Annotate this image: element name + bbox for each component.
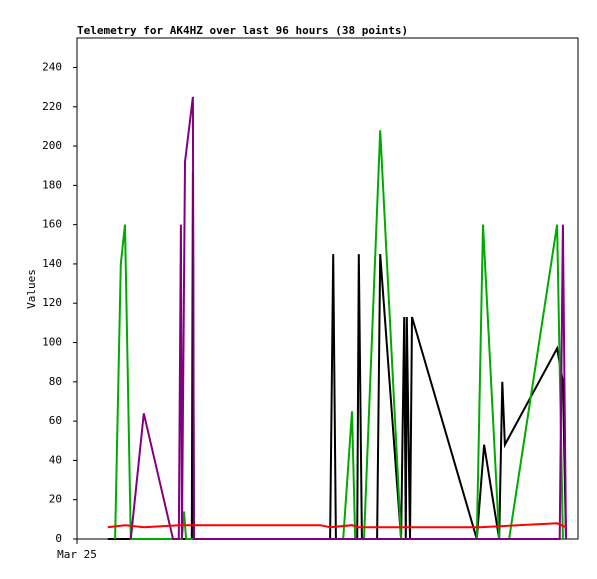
plot-frame — [76, 37, 579, 540]
y-tick-label: 120 — [42, 296, 62, 309]
y-tick-label: 100 — [42, 336, 62, 349]
y-tick-label: 60 — [49, 414, 62, 427]
chart-title: Telemetry for AK4HZ over last 96 hours (… — [77, 24, 408, 37]
y-axis-label: Values — [25, 269, 38, 309]
series-line — [107, 171, 567, 540]
y-tick-label: 240 — [42, 60, 62, 73]
y-tick-label: 200 — [42, 139, 62, 152]
y-tick-label: 160 — [42, 218, 62, 231]
series-line — [107, 522, 567, 529]
y-tick-label: 40 — [49, 453, 62, 466]
x-tick-label: Mar 25 — [57, 548, 97, 561]
y-tick-label: 220 — [42, 100, 62, 113]
series-line — [129, 96, 567, 540]
y-tick-label: 20 — [49, 493, 62, 506]
y-tick-label: 80 — [49, 375, 62, 388]
y-tick-label: 0 — [55, 532, 62, 545]
y-tick-label: 140 — [42, 257, 62, 270]
y-tick-label: 180 — [42, 178, 62, 191]
